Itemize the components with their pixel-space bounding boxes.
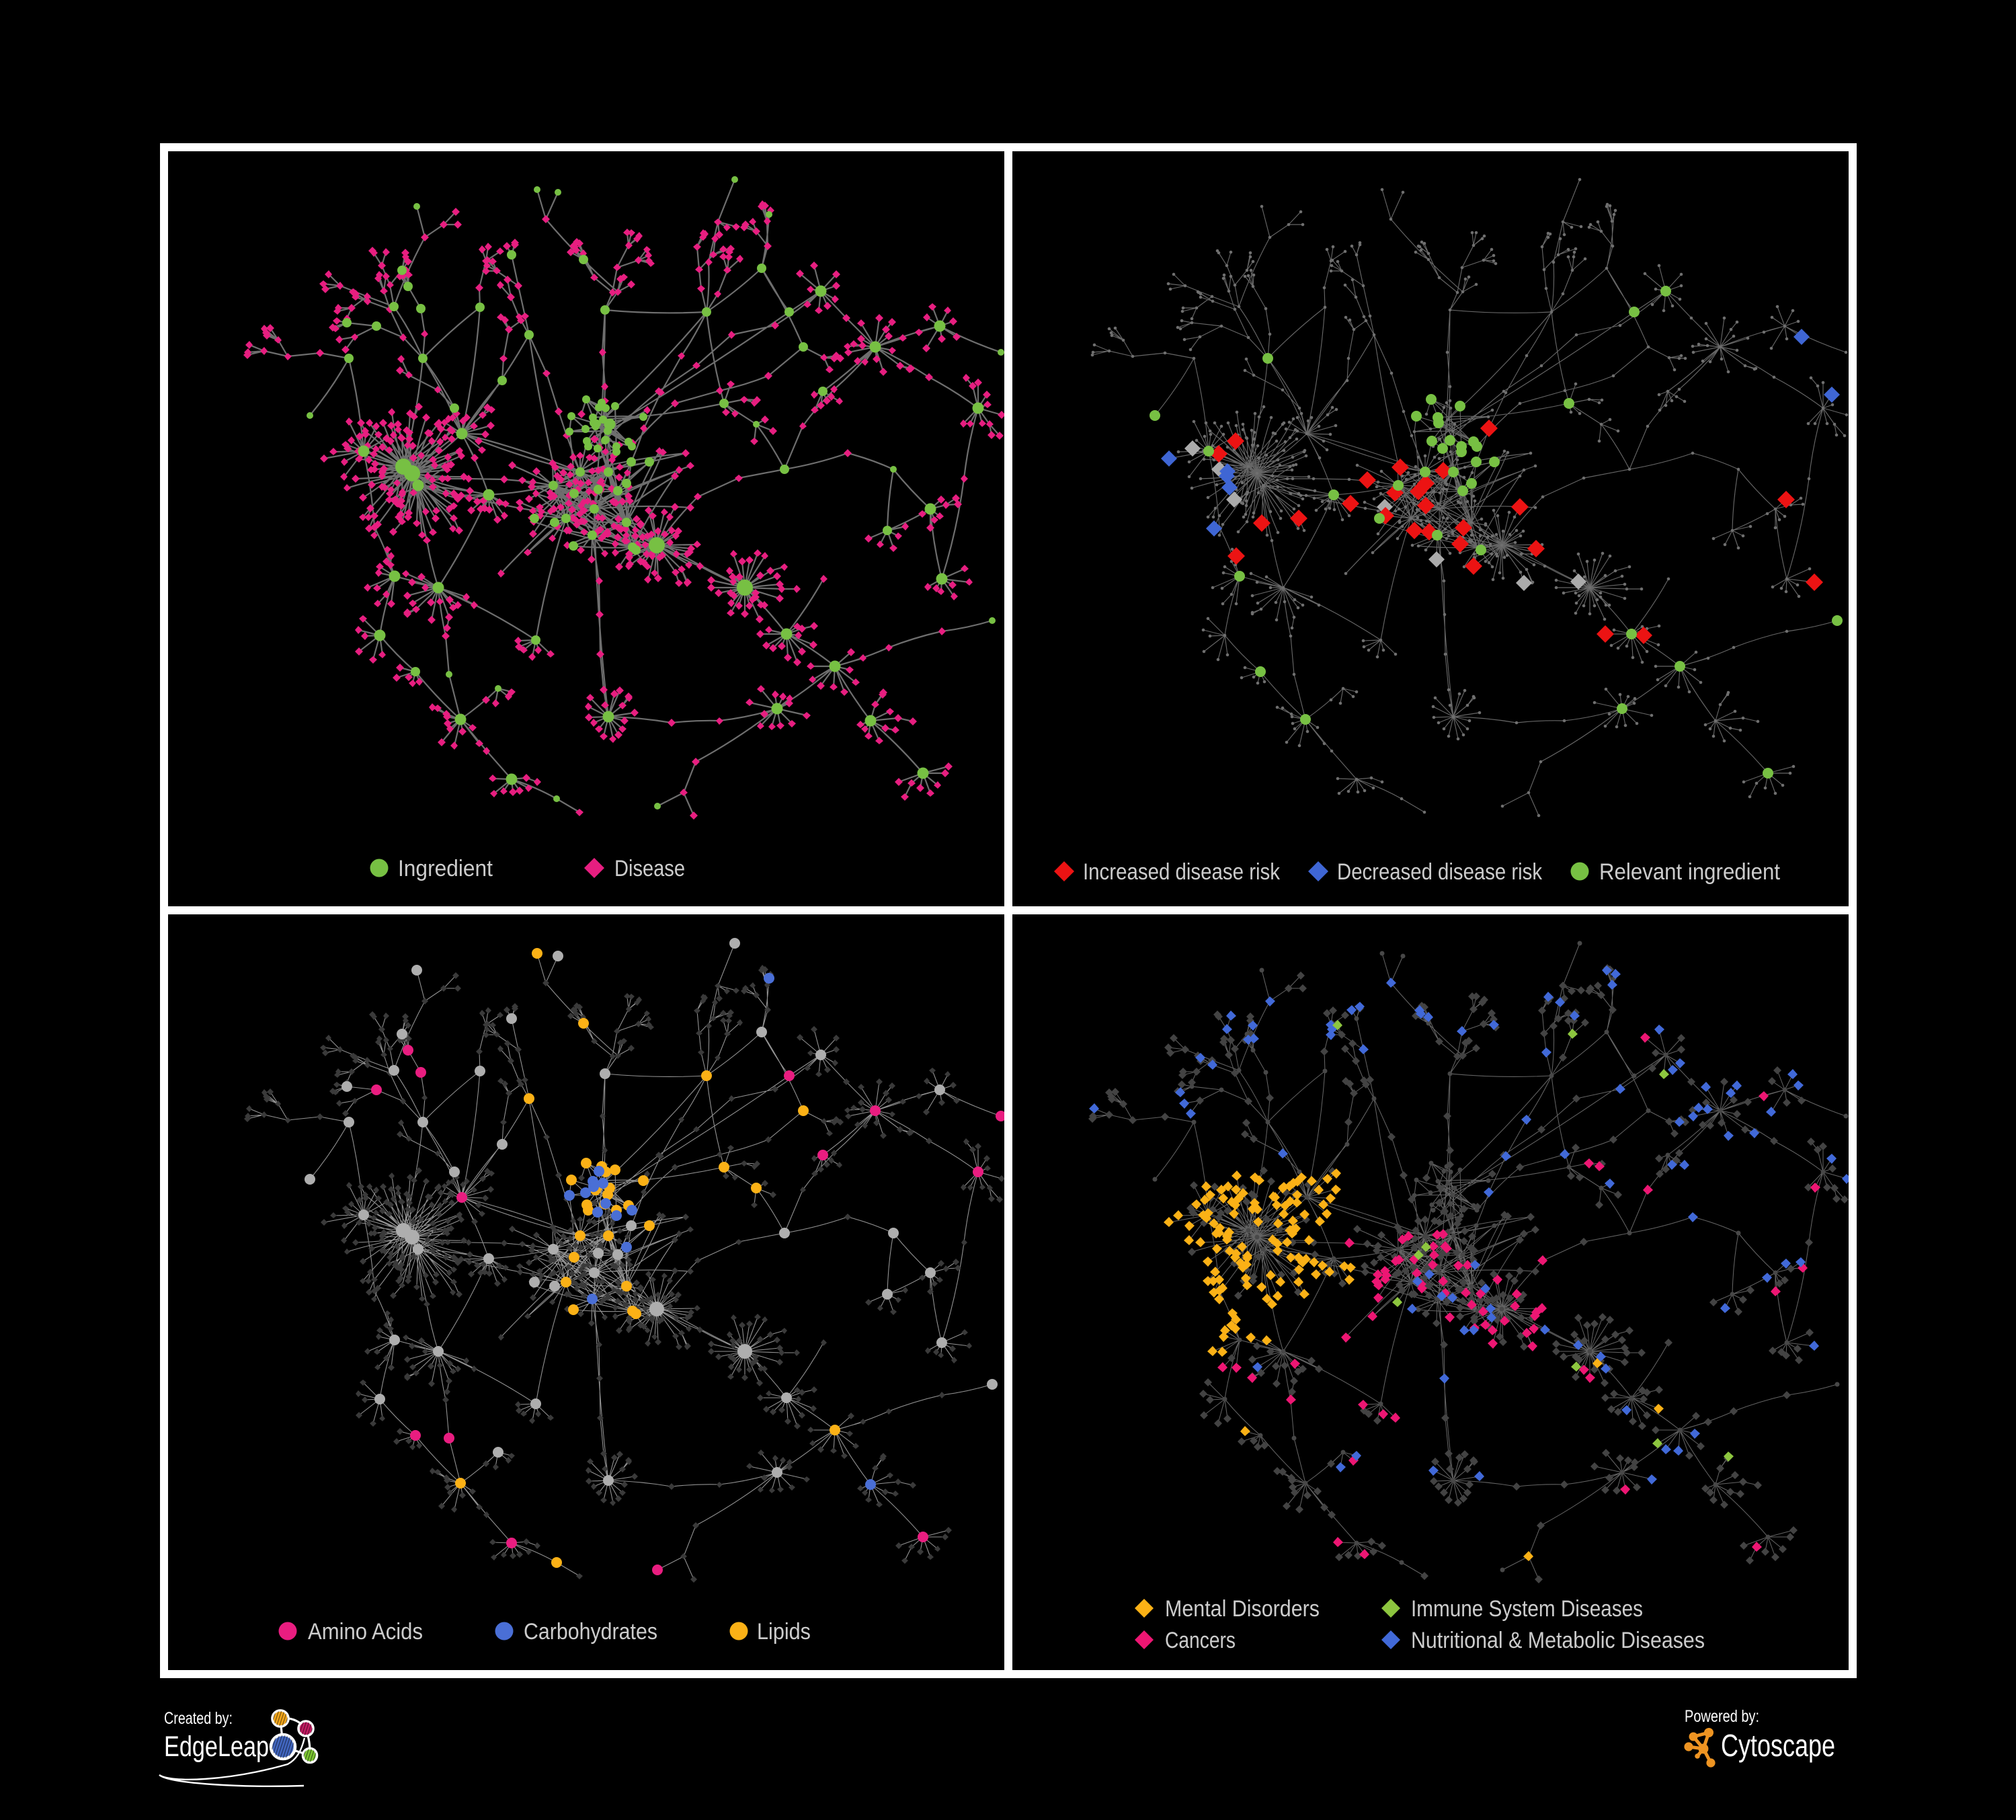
svg-text:EdgeLeap: EdgeLeap <box>164 1731 269 1763</box>
svg-text:Carbohydrates: Carbohydrates <box>524 1619 657 1645</box>
svg-text:Cytoscape: Cytoscape <box>1721 1728 1835 1763</box>
svg-text:Lipids: Lipids <box>757 1619 811 1645</box>
svg-text:Relevant ingredient: Relevant ingredient <box>1599 859 1781 885</box>
svg-text:Amino Acids: Amino Acids <box>308 1619 423 1645</box>
svg-text:Cancers: Cancers <box>1165 1628 1236 1653</box>
svg-text:Ingredient: Ingredient <box>398 856 493 881</box>
svg-text:Increased disease risk: Increased disease risk <box>1083 859 1281 885</box>
svg-text:Decreased disease risk: Decreased disease risk <box>1337 859 1543 885</box>
svg-text:Powered by:: Powered by: <box>1685 1707 1759 1726</box>
svg-text:Nutritional & Metabolic Diseas: Nutritional & Metabolic Diseases <box>1411 1628 1705 1653</box>
svg-text:Disease: Disease <box>614 856 685 881</box>
svg-text:Immune System Diseases: Immune System Diseases <box>1411 1596 1643 1622</box>
svg-text:Mental Disorders: Mental Disorders <box>1165 1596 1320 1622</box>
svg-text:Created by:: Created by: <box>164 1709 233 1728</box>
